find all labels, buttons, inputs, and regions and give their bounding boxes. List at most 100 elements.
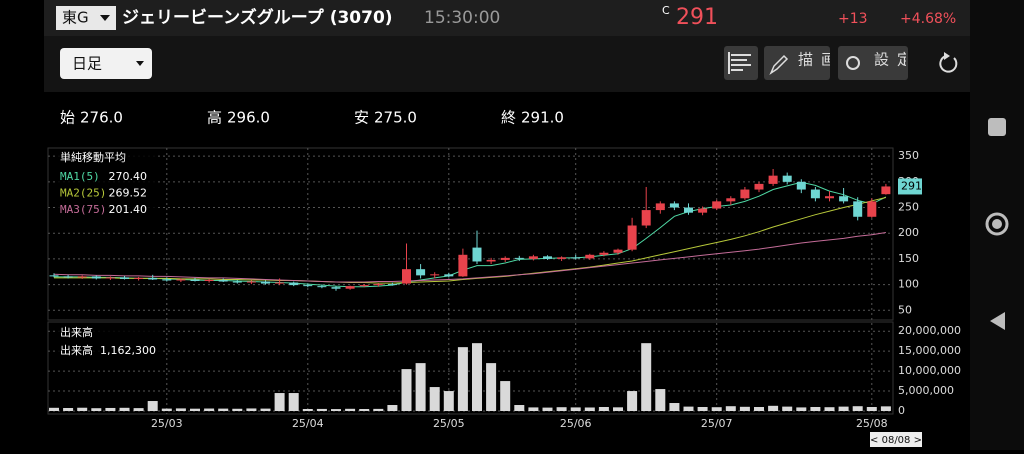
stock-name: ジェリービーンズグループ (3070) xyxy=(122,7,393,28)
ma-legend-box xyxy=(57,150,157,226)
volume-bar xyxy=(105,407,116,411)
candle-body xyxy=(839,196,849,202)
candle-body xyxy=(402,269,411,284)
candle-body xyxy=(105,277,115,279)
volume-bar xyxy=(613,407,623,411)
candle-body xyxy=(317,286,327,288)
volume-bar xyxy=(260,408,271,411)
draw-button[interactable] xyxy=(764,46,830,80)
draw-label-clip: 描画 xyxy=(798,51,830,69)
volume-bar xyxy=(218,408,229,411)
candle-body xyxy=(486,259,496,262)
volume-bar xyxy=(824,407,835,411)
candle-body xyxy=(345,286,355,289)
volume-bar xyxy=(584,407,595,411)
ohlc-value: 276.0 xyxy=(80,109,123,127)
y-tick-label: 50 xyxy=(898,303,912,316)
volume-bar xyxy=(345,408,356,411)
ma-line xyxy=(54,197,887,284)
pencil-icon xyxy=(769,54,789,76)
nav-home-dot xyxy=(992,219,1002,229)
volume-bar xyxy=(331,409,341,411)
volume-legend-label: 出来高 xyxy=(60,343,93,357)
volume-bar xyxy=(627,391,638,411)
volume-bar xyxy=(443,391,454,411)
period: 日足 xyxy=(72,55,102,73)
ohlc-value: 291.0 xyxy=(521,109,564,127)
nav-home[interactable] xyxy=(985,212,1009,236)
volume-bar xyxy=(697,407,708,411)
volume-bar xyxy=(472,343,482,411)
candle-body xyxy=(289,282,299,286)
settings-label: 設定 xyxy=(874,51,920,69)
candle-body xyxy=(655,203,665,211)
candle-body xyxy=(275,282,285,284)
change: +13 xyxy=(838,11,868,27)
x-tick-label: 25/07 xyxy=(701,417,733,430)
settings-button[interactable] xyxy=(838,46,908,80)
volume-bar xyxy=(852,406,863,411)
refresh-icon[interactable] xyxy=(939,55,958,73)
candle-body xyxy=(458,254,468,277)
price-flag: C xyxy=(662,4,670,17)
volume-bar xyxy=(415,363,426,411)
refresh-arrow xyxy=(944,52,950,60)
list-icon xyxy=(728,52,751,74)
ohlc-label: 安 xyxy=(354,109,369,127)
volume-bar xyxy=(288,393,299,411)
candle-body xyxy=(514,257,524,259)
volume-bar xyxy=(810,407,821,411)
volume-tick-label: 10,000,000 xyxy=(898,364,961,377)
volume-bar xyxy=(175,408,186,411)
volume-bar xyxy=(782,406,793,411)
toolbar xyxy=(44,36,970,92)
volume-bar xyxy=(528,407,539,411)
volume-bar xyxy=(147,401,158,411)
candle-body xyxy=(712,201,722,209)
y-tick-label: 350 xyxy=(898,149,919,162)
volume-bar xyxy=(274,393,285,411)
dropdown-arrow xyxy=(100,15,110,21)
volume-bar xyxy=(246,408,257,411)
volume-bar xyxy=(556,407,567,411)
volume-bar xyxy=(598,407,609,411)
volume-legend-box xyxy=(57,324,161,370)
volume-legend-title: 出来高 xyxy=(60,325,93,339)
candle-body xyxy=(557,257,567,259)
volume-bar xyxy=(655,389,666,411)
candle-body xyxy=(472,247,482,262)
candle-body xyxy=(867,201,877,217)
candle-body xyxy=(190,279,200,282)
volume-bar xyxy=(316,408,327,411)
y-tick-label: 150 xyxy=(898,252,919,265)
x-tick-label: 25/03 xyxy=(151,417,183,430)
volume-bar xyxy=(838,406,849,411)
ma-legend-name: MA1(5) xyxy=(60,170,100,183)
volume-bar xyxy=(768,405,779,411)
candle-body xyxy=(120,277,129,279)
nav-back[interactable] xyxy=(990,312,1005,330)
volume-bar xyxy=(91,408,102,411)
candle-body xyxy=(444,274,454,277)
candle-body xyxy=(387,284,397,286)
ohlc-label: 始 xyxy=(60,109,75,127)
candle-body xyxy=(881,186,891,195)
volume-bar xyxy=(161,408,172,411)
candle-body xyxy=(669,203,679,208)
candle-body xyxy=(726,198,736,202)
x-tick-label: 25/04 xyxy=(292,417,324,430)
candle-body xyxy=(500,257,510,260)
volume-bar xyxy=(514,405,525,411)
volume-bar xyxy=(880,406,891,411)
candle-body xyxy=(373,284,383,286)
volume-tick-label: 5,000,000 xyxy=(898,384,954,397)
nav-recent[interactable] xyxy=(988,118,1006,136)
period-select[interactable] xyxy=(60,48,152,79)
candle-body xyxy=(303,285,313,287)
candle-body xyxy=(599,252,609,255)
volume-bar xyxy=(302,409,313,411)
volume-bar xyxy=(641,343,652,411)
market: 東G xyxy=(62,9,89,27)
y-tick-label: 100 xyxy=(898,278,919,291)
